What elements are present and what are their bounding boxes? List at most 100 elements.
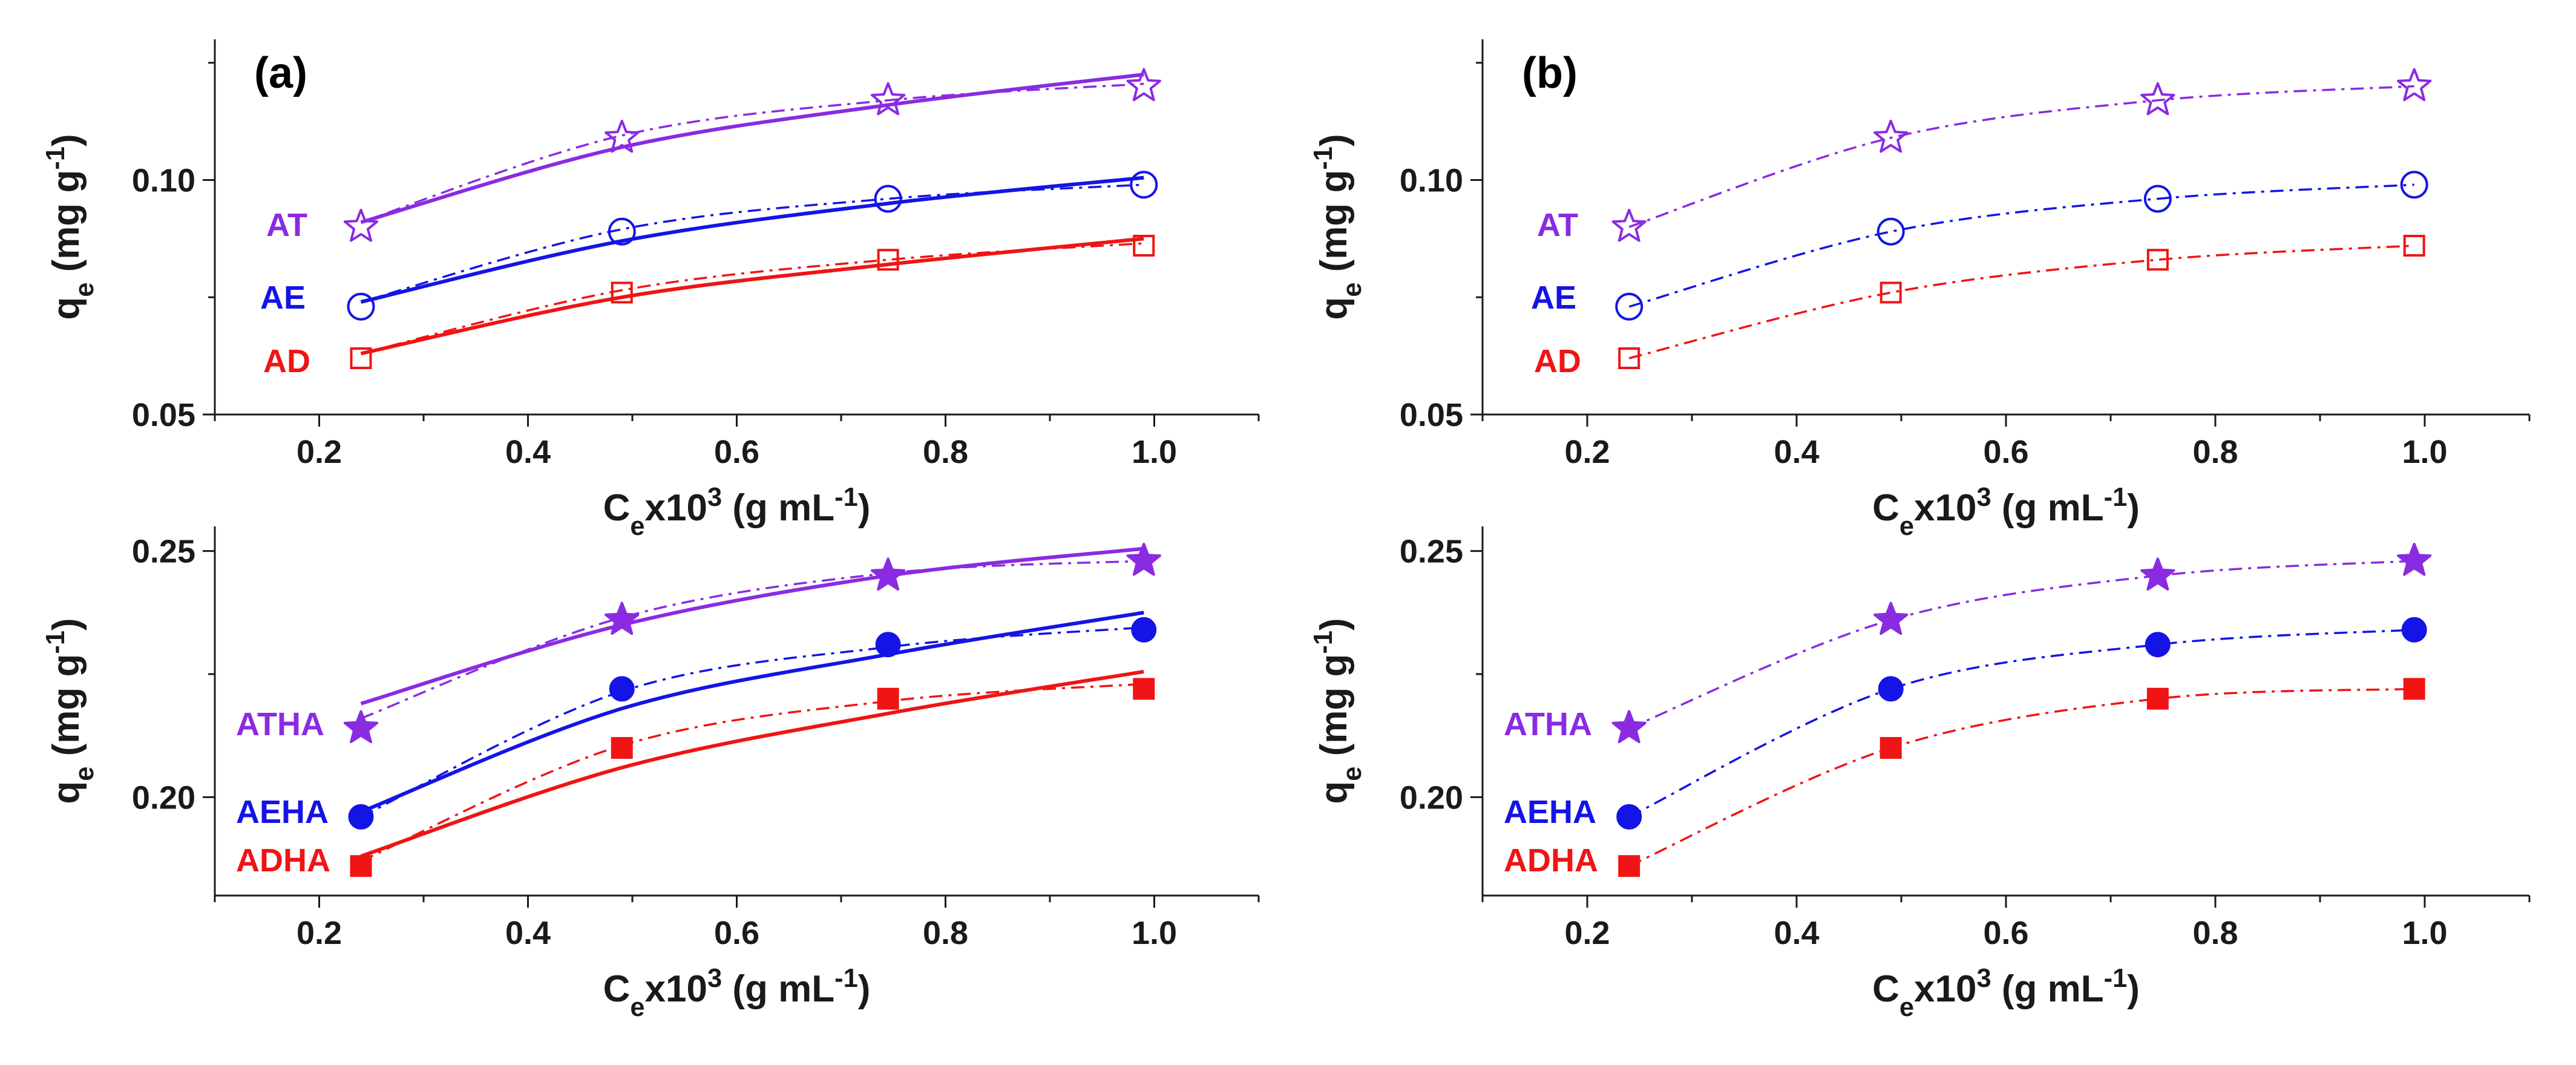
series-AD: AD bbox=[1534, 235, 2425, 379]
series-label-aeha: AEHA bbox=[236, 794, 329, 830]
data-point bbox=[1616, 804, 1642, 830]
x-axis-title: Cex103 (g mL-1) bbox=[603, 483, 871, 541]
x-axis-title: Cex103 (g mL-1) bbox=[1872, 483, 2140, 541]
series-AD: AD bbox=[263, 235, 1155, 379]
data-point bbox=[1133, 678, 1155, 700]
y-tick-label: 0.25 bbox=[1400, 534, 1463, 570]
data-point bbox=[877, 249, 899, 271]
x-tick-label: 0.8 bbox=[923, 434, 968, 470]
fit-line-dashed bbox=[361, 242, 1144, 355]
series-AE: AE bbox=[1531, 171, 2428, 321]
data-point bbox=[348, 804, 374, 830]
x-tick-label: 0.2 bbox=[1564, 434, 1610, 470]
series-ADHA: ADHA bbox=[1504, 678, 2425, 879]
data-point bbox=[1611, 209, 1647, 242]
series-label-ae: AE bbox=[1531, 280, 1576, 316]
x-tick-label: 0.4 bbox=[1774, 434, 1819, 470]
data-point bbox=[1611, 710, 1647, 744]
series-AEHA: AEHA bbox=[236, 611, 1157, 830]
series-AE: AE bbox=[260, 171, 1158, 321]
x-tick-label: 0.2 bbox=[297, 915, 342, 951]
fit-line-dashed bbox=[1628, 244, 2414, 359]
data-point bbox=[871, 82, 906, 116]
series-AT: AT bbox=[1537, 68, 2432, 243]
data-point bbox=[1878, 676, 1904, 702]
x-tick-label: 0.8 bbox=[2192, 915, 2238, 951]
x-tick-label: 0.2 bbox=[1564, 915, 1610, 951]
chart-panel-b-top: 0.2 0.4 0.6 0.8 1.0 0.05 0.10 Cex103 (g mL-1) qe… bbox=[1309, 39, 2531, 541]
x-tick-label: 0.6 bbox=[1983, 915, 2028, 951]
fit-line-dashed bbox=[361, 183, 1144, 303]
data-point bbox=[877, 687, 899, 710]
data-point bbox=[1131, 617, 1157, 643]
x-tick-label: 0.4 bbox=[505, 915, 551, 951]
series-ADHA: ADHA bbox=[236, 669, 1155, 879]
data-point bbox=[2146, 687, 2169, 710]
data-point bbox=[611, 281, 633, 304]
data-point bbox=[1873, 601, 1909, 635]
fit-line-solid bbox=[360, 611, 1144, 814]
data-point bbox=[874, 185, 902, 213]
data-point bbox=[608, 217, 636, 246]
data-point bbox=[1126, 542, 1161, 576]
x-tick-label: 0.6 bbox=[714, 434, 759, 470]
fit-line-dashed bbox=[1628, 629, 2414, 818]
data-point bbox=[2403, 678, 2425, 700]
series-label-aeha: AEHA bbox=[1504, 794, 1596, 830]
x-tick-label: 1.0 bbox=[2402, 434, 2447, 470]
x-tick-label: 1.0 bbox=[1132, 434, 1177, 470]
data-point bbox=[1618, 347, 1640, 369]
data-point bbox=[875, 632, 901, 658]
series-label-adha: ADHA bbox=[236, 842, 330, 879]
data-point bbox=[2146, 249, 2169, 271]
y-tick-label: 0.05 bbox=[1400, 397, 1463, 433]
series-label-ae: AE bbox=[260, 280, 306, 316]
y-tick-label: 0.25 bbox=[132, 534, 195, 570]
series-ATHA: ATHA bbox=[1504, 542, 2432, 744]
y-axis-title: qe (mg g-1) bbox=[1309, 134, 1367, 320]
data-point bbox=[605, 119, 640, 153]
y-axis-title: qe (mg g-1) bbox=[41, 618, 99, 804]
fit-line-solid bbox=[360, 73, 1144, 224]
data-point bbox=[2397, 542, 2432, 576]
series-label-adha: ADHA bbox=[1504, 842, 1598, 879]
panel-label: (a) bbox=[254, 49, 307, 97]
chart-panel-a-top: 0.2 0.4 0.6 0.8 1.0 0.05 0.10 Cex103 (g mL-1) qe… bbox=[41, 39, 1260, 541]
series-AT: AT bbox=[266, 68, 1161, 243]
fit-line-solid bbox=[360, 669, 1144, 858]
fit-line-dashed bbox=[360, 82, 1144, 223]
fit-line-dashed bbox=[1628, 85, 2414, 228]
y-tick-label: 0.20 bbox=[1400, 779, 1463, 816]
data-point bbox=[605, 601, 640, 635]
data-point bbox=[1130, 171, 1158, 199]
x-tick-label: 0.4 bbox=[1774, 915, 1819, 951]
data-point bbox=[1615, 292, 1644, 321]
series-ATHA: ATHA bbox=[236, 542, 1161, 744]
series-label-ad: AD bbox=[1534, 343, 1581, 379]
fit-line-dashed bbox=[360, 626, 1144, 818]
y-tick-label: 0.10 bbox=[132, 163, 195, 199]
fit-line-dashed bbox=[1628, 687, 2414, 867]
y-tick-label: 0.10 bbox=[1400, 163, 1463, 199]
series-label-atha: ATHA bbox=[236, 706, 324, 742]
fit-line-dashed bbox=[360, 560, 1144, 719]
series-label-atha: ATHA bbox=[1504, 706, 1592, 742]
y-axis-title: qe (mg g-1) bbox=[1309, 618, 1367, 804]
series-label-at: AT bbox=[266, 207, 307, 243]
data-point bbox=[611, 737, 633, 759]
data-point bbox=[1618, 855, 1640, 877]
x-tick-label: 1.0 bbox=[1132, 915, 1177, 951]
x-tick-label: 0.6 bbox=[714, 915, 759, 951]
data-point bbox=[1880, 737, 1902, 759]
series-label-ad: AD bbox=[263, 343, 310, 379]
fit-line-solid bbox=[360, 237, 1144, 356]
data-point bbox=[2140, 557, 2175, 591]
x-tick-label: 0.4 bbox=[505, 434, 551, 470]
x-axis-title: Cex103 (g mL-1) bbox=[1872, 964, 2140, 1022]
x-tick-label: 0.2 bbox=[297, 434, 342, 470]
data-point bbox=[2400, 171, 2428, 199]
data-point bbox=[350, 855, 372, 877]
fit-line-solid bbox=[360, 546, 1144, 706]
data-point bbox=[350, 347, 372, 369]
